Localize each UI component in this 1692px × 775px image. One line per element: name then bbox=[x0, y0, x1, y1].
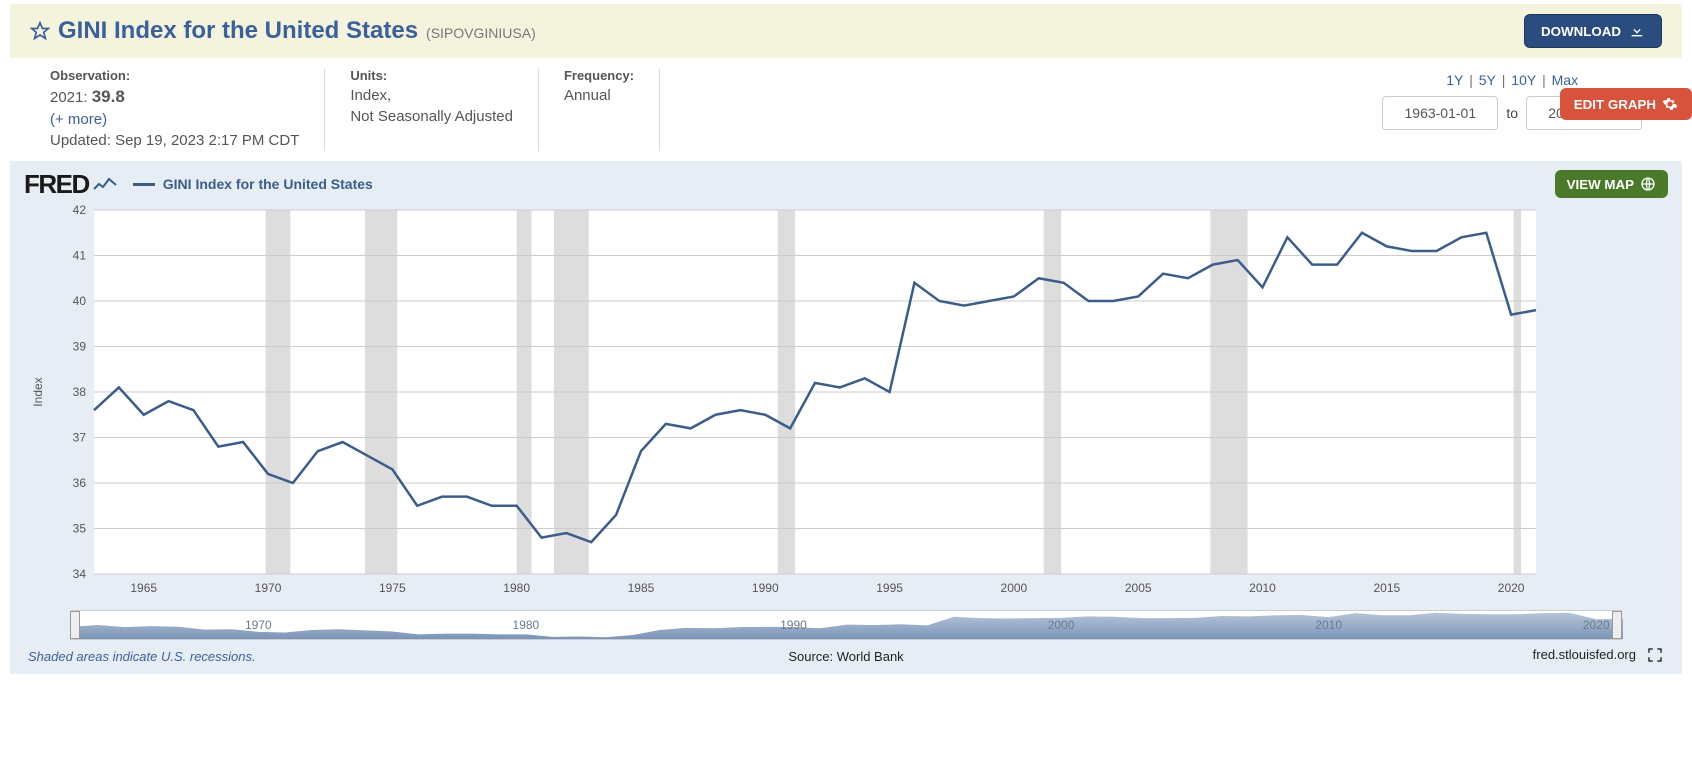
observation-block: Observation: 2021: 39.8 (+ more) Updated… bbox=[50, 68, 325, 151]
svg-text:42: 42 bbox=[73, 204, 87, 217]
svg-text:38: 38 bbox=[73, 385, 87, 399]
fred-logo-icon bbox=[93, 175, 117, 193]
svg-text:Index: Index bbox=[31, 377, 45, 406]
preset-max[interactable]: Max bbox=[1550, 72, 1580, 88]
legend-line-swatch bbox=[133, 183, 155, 186]
navigator[interactable]: 1970 1980 1990 2000 2010 2020 bbox=[70, 610, 1622, 640]
observation-label: Observation: bbox=[50, 68, 299, 83]
recession-note: Shaded areas indicate U.S. recessions. bbox=[28, 649, 256, 664]
svg-text:1970: 1970 bbox=[245, 618, 272, 632]
svg-text:2000: 2000 bbox=[1048, 618, 1075, 632]
download-icon bbox=[1629, 23, 1645, 39]
navigator-area[interactable]: 1970 1980 1990 2000 2010 2020 bbox=[70, 610, 1622, 640]
svg-text:1980: 1980 bbox=[503, 581, 530, 595]
svg-text:1990: 1990 bbox=[780, 618, 807, 632]
chart-box: 34 35 36 37 38 39 40 41 42 1965 1970 1975 1980 1985 19… bbox=[24, 204, 1668, 604]
frequency-value: Annual bbox=[564, 85, 634, 106]
download-button[interactable]: DOWNLOAD bbox=[1524, 14, 1662, 48]
gear-icon bbox=[1662, 96, 1678, 112]
legend-series-name: GINI Index for the United States bbox=[163, 176, 373, 192]
fred-logo: FRED bbox=[24, 169, 117, 200]
svg-text:1990: 1990 bbox=[752, 581, 779, 595]
view-map-label: VIEW MAP bbox=[1567, 177, 1634, 192]
units-block: Units: Index, Not Seasonally Adjusted bbox=[325, 68, 539, 151]
fullscreen-icon[interactable] bbox=[1646, 646, 1664, 664]
edit-graph-label: EDIT GRAPH bbox=[1574, 97, 1656, 112]
title-bar: GINI Index for the United States (SIPOVG… bbox=[10, 4, 1682, 58]
globe-icon bbox=[1640, 176, 1656, 192]
download-label: DOWNLOAD bbox=[1541, 24, 1621, 39]
svg-text:2010: 2010 bbox=[1315, 618, 1342, 632]
title-left: GINI Index for the United States (SIPOVG… bbox=[30, 17, 536, 45]
svg-text:37: 37 bbox=[73, 430, 87, 444]
source-note: Source: World Bank bbox=[788, 649, 903, 664]
svg-text:1975: 1975 bbox=[379, 581, 406, 595]
site-note: fred.stlouisfed.org bbox=[1533, 647, 1636, 662]
chart-head: FRED GINI Index for the United States VI… bbox=[10, 161, 1682, 204]
svg-text:36: 36 bbox=[73, 476, 87, 490]
edit-graph-button[interactable]: EDIT GRAPH bbox=[1560, 88, 1692, 120]
svg-text:2000: 2000 bbox=[1001, 581, 1028, 595]
main-chart-svg[interactable]: 34 35 36 37 38 39 40 41 42 1965 1970 1975 1980 1985 19… bbox=[24, 204, 1554, 604]
observation-value: 39.8 bbox=[92, 87, 125, 106]
chart-panel: FRED GINI Index for the United States VI… bbox=[10, 161, 1682, 674]
meta-row: Observation: 2021: 39.8 (+ more) Updated… bbox=[0, 58, 1692, 161]
preset-10y[interactable]: 10Y bbox=[1509, 72, 1538, 88]
frequency-label: Frequency: bbox=[564, 68, 634, 83]
navigator-handle-right[interactable] bbox=[1612, 611, 1622, 639]
svg-text:35: 35 bbox=[73, 521, 87, 535]
svg-text:34: 34 bbox=[73, 567, 87, 581]
units-value1: Index, bbox=[350, 85, 513, 106]
observation-year: 2021: bbox=[50, 89, 88, 106]
svg-text:1965: 1965 bbox=[130, 581, 157, 595]
svg-text:1970: 1970 bbox=[255, 581, 282, 595]
svg-text:2020: 2020 bbox=[1498, 581, 1525, 595]
frequency-block: Frequency: Annual bbox=[539, 68, 660, 151]
svg-text:2015: 2015 bbox=[1373, 581, 1400, 595]
view-map-button[interactable]: VIEW MAP bbox=[1555, 170, 1668, 198]
range-presets: 1Y | 5Y | 10Y | Max bbox=[1444, 72, 1580, 88]
svg-text:1980: 1980 bbox=[513, 618, 540, 632]
svg-text:39: 39 bbox=[73, 339, 87, 353]
date-from-input[interactable] bbox=[1382, 96, 1498, 130]
units-label: Units: bbox=[350, 68, 513, 83]
favorite-star-icon[interactable] bbox=[30, 21, 50, 41]
navigator-handle-left[interactable] bbox=[70, 611, 80, 639]
svg-text:2020: 2020 bbox=[1583, 618, 1610, 632]
preset-5y[interactable]: 5Y bbox=[1477, 72, 1498, 88]
svg-text:1985: 1985 bbox=[628, 581, 655, 595]
svg-text:2005: 2005 bbox=[1125, 581, 1152, 595]
date-to-label: to bbox=[1506, 105, 1518, 121]
chart-footer: Shaded areas indicate U.S. recessions. S… bbox=[10, 640, 1682, 664]
updated-value: Sep 19, 2023 2:17 PM CDT bbox=[115, 132, 299, 149]
svg-text:40: 40 bbox=[73, 294, 87, 308]
legend: GINI Index for the United States bbox=[133, 176, 373, 192]
series-code: (SIPOVGINIUSA) bbox=[426, 25, 536, 41]
preset-1y[interactable]: 1Y bbox=[1444, 72, 1465, 88]
units-value2: Not Seasonally Adjusted bbox=[350, 106, 513, 127]
observation-more-link[interactable]: (+ more) bbox=[50, 111, 107, 128]
series-title: GINI Index for the United States bbox=[58, 17, 418, 45]
updated-prefix: Updated: bbox=[50, 132, 111, 149]
svg-text:1995: 1995 bbox=[876, 581, 903, 595]
svg-text:41: 41 bbox=[73, 248, 87, 262]
svg-text:2010: 2010 bbox=[1249, 581, 1276, 595]
